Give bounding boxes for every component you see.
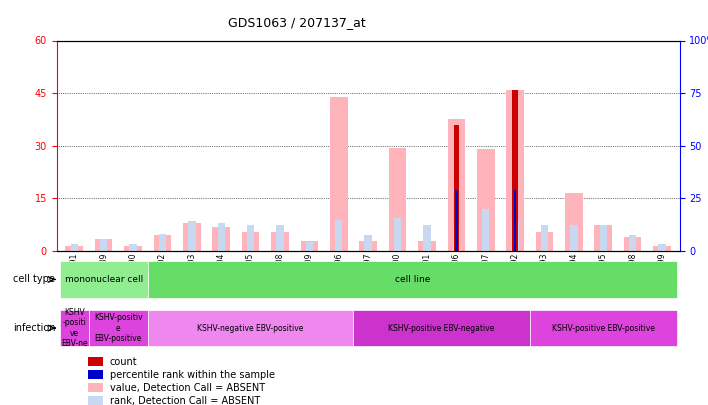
Text: count: count (110, 357, 137, 367)
Bar (242, 232, 259, 251)
Bar (217, 223, 225, 251)
Bar (423, 225, 430, 251)
FancyBboxPatch shape (59, 261, 148, 298)
Bar (570, 225, 578, 251)
FancyBboxPatch shape (148, 261, 677, 298)
Text: cell line: cell line (394, 275, 430, 284)
Text: rank, Detection Call = ABSENT: rank, Detection Call = ABSENT (110, 396, 260, 405)
Bar (514, 190, 516, 251)
Bar (188, 221, 195, 251)
Bar (154, 235, 171, 251)
Bar (658, 244, 666, 251)
Bar (306, 242, 313, 251)
Bar (88, 370, 103, 379)
Bar (565, 193, 583, 251)
Bar (418, 241, 435, 251)
Bar (95, 239, 113, 251)
Text: cell type: cell type (13, 275, 55, 284)
Bar (653, 246, 671, 251)
Bar (629, 235, 636, 251)
Bar (600, 225, 607, 251)
Bar (455, 190, 457, 251)
Text: KSHV-positiv
e
EBV-positive: KSHV-positiv e EBV-positive (94, 313, 143, 343)
Bar (536, 232, 554, 251)
Bar (365, 235, 372, 251)
Bar (159, 234, 166, 251)
Bar (88, 383, 103, 392)
Text: KSHV-positive EBV-positive: KSHV-positive EBV-positive (552, 324, 655, 333)
Bar (506, 90, 524, 251)
Text: KSHV
-positi
ve
EBV-ne: KSHV -positi ve EBV-ne (61, 308, 88, 348)
Bar (454, 125, 459, 251)
Bar (335, 220, 343, 251)
Bar (482, 209, 489, 251)
Bar (276, 225, 284, 251)
Bar (447, 119, 465, 251)
Bar (124, 246, 142, 251)
FancyBboxPatch shape (89, 310, 148, 346)
Text: KSHV-negative EBV-positive: KSHV-negative EBV-positive (198, 324, 304, 333)
Bar (100, 239, 108, 251)
Bar (394, 218, 401, 251)
Bar (271, 232, 289, 251)
FancyBboxPatch shape (148, 310, 353, 346)
Bar (541, 225, 548, 251)
Bar (65, 246, 83, 251)
Bar (452, 225, 460, 251)
Bar (212, 226, 230, 251)
Text: percentile rank within the sample: percentile rank within the sample (110, 370, 275, 380)
Bar (389, 147, 406, 251)
Bar (247, 225, 254, 251)
Bar (595, 225, 612, 251)
Text: infection: infection (13, 323, 55, 333)
Bar (360, 241, 377, 251)
Text: value, Detection Call = ABSENT: value, Detection Call = ABSENT (110, 383, 265, 393)
Bar (88, 396, 103, 405)
Bar (513, 90, 518, 251)
Bar (71, 244, 78, 251)
Bar (183, 223, 200, 251)
Text: mononuclear cell: mononuclear cell (64, 275, 143, 284)
FancyBboxPatch shape (530, 310, 677, 346)
Bar (130, 244, 137, 251)
FancyBboxPatch shape (59, 310, 89, 346)
Bar (624, 237, 641, 251)
Bar (330, 97, 348, 251)
Text: KSHV-positive EBV-negative: KSHV-positive EBV-negative (389, 324, 495, 333)
Text: GDS1063 / 207137_at: GDS1063 / 207137_at (229, 16, 366, 29)
Bar (511, 220, 519, 251)
Bar (477, 149, 494, 251)
Bar (301, 241, 318, 251)
Bar (88, 356, 103, 366)
FancyBboxPatch shape (353, 310, 530, 346)
